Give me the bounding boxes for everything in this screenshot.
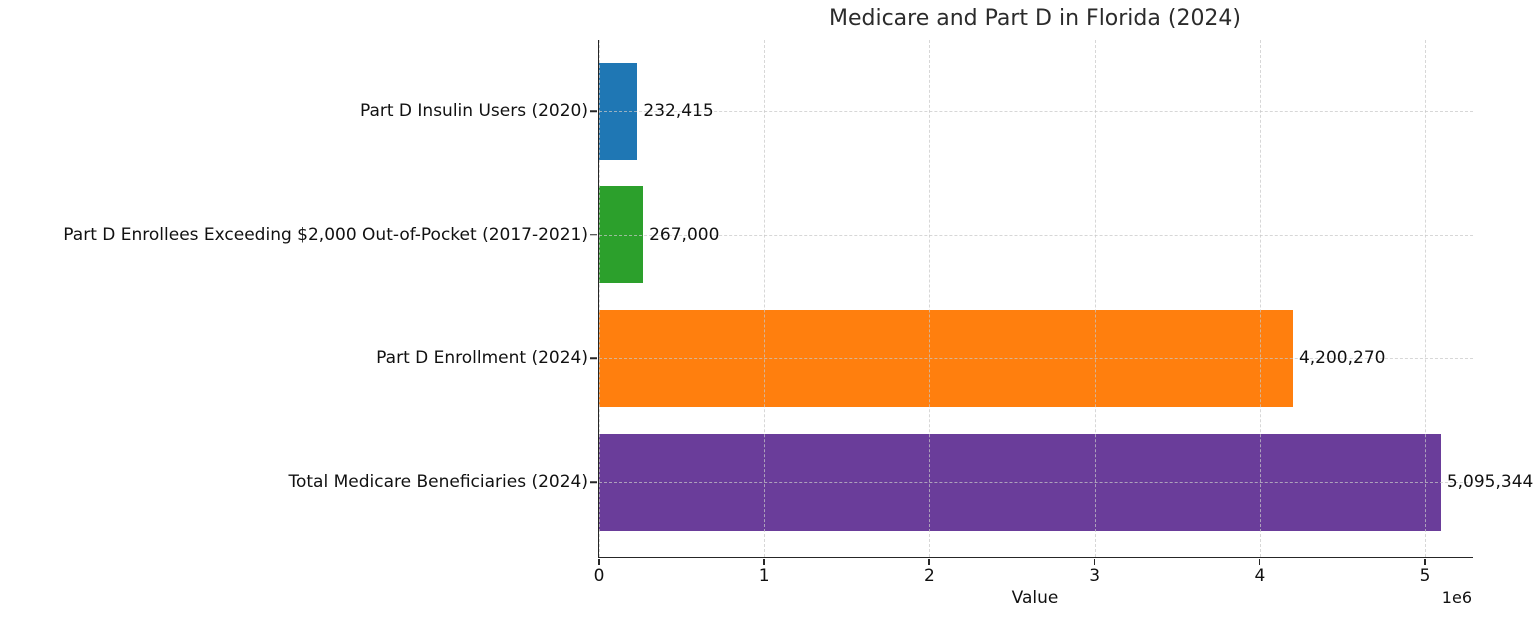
gridline-horizontal — [599, 111, 1473, 112]
x-tick-label: 3 — [1089, 566, 1101, 586]
gridline-horizontal — [599, 482, 1473, 483]
plot-area: 0 1 2 3 4 5 232,415 267,000 4,200,270 5,095,344 — [590, 40, 1533, 586]
x-tick-label: 0 — [593, 566, 605, 586]
x-tick-label: 4 — [1254, 566, 1266, 586]
x-axis-label: Value — [1011, 588, 1059, 608]
category-label: Part D Insulin Users (2020) — [359, 101, 588, 121]
gridline-horizontal — [599, 358, 1473, 360]
bar-value-label: 232,415 — [643, 101, 714, 121]
chart-title: Medicare and Part D in Florida (2024) — [828, 6, 1242, 31]
category-label: Part D Enrollees Exceeding $2,000 Out-of… — [63, 224, 588, 245]
x-tick — [598, 559, 600, 565]
y-tick — [590, 357, 597, 360]
gridline-vertical — [1094, 40, 1096, 557]
gridline-vertical — [764, 40, 766, 557]
y-tick — [590, 110, 597, 112]
category-label: Total Medicare Beneficiaries (2024) — [288, 472, 588, 492]
x-tick — [1093, 559, 1096, 565]
bar-value-label: 5,095,344 — [1446, 472, 1534, 492]
bar-value-label: 267,000 — [649, 224, 720, 245]
x-tick-label: 1 — [758, 566, 770, 586]
category-label: Part D Enrollment (2024) — [376, 348, 588, 369]
gridline-horizontal — [599, 234, 1473, 236]
y-tick — [590, 233, 597, 236]
x-axis-offset-text: 1e6 — [1441, 588, 1472, 607]
x-tick-label: 5 — [1419, 566, 1431, 586]
x-tick-label: 2 — [924, 566, 935, 586]
x-tick — [928, 559, 930, 565]
y-tick — [590, 481, 597, 483]
gridline-vertical — [599, 40, 600, 557]
gridline-vertical — [1259, 40, 1261, 557]
gridline-vertical — [929, 40, 931, 557]
x-tick — [763, 559, 765, 565]
y-axis-labels: Part D Insulin Users (2020) Part D Enroll… — [0, 0, 598, 620]
gridline-vertical — [1425, 40, 1427, 557]
x-tick — [1424, 559, 1426, 565]
x-tick — [1258, 559, 1261, 565]
bar-value-label: 4,200,270 — [1298, 348, 1386, 369]
